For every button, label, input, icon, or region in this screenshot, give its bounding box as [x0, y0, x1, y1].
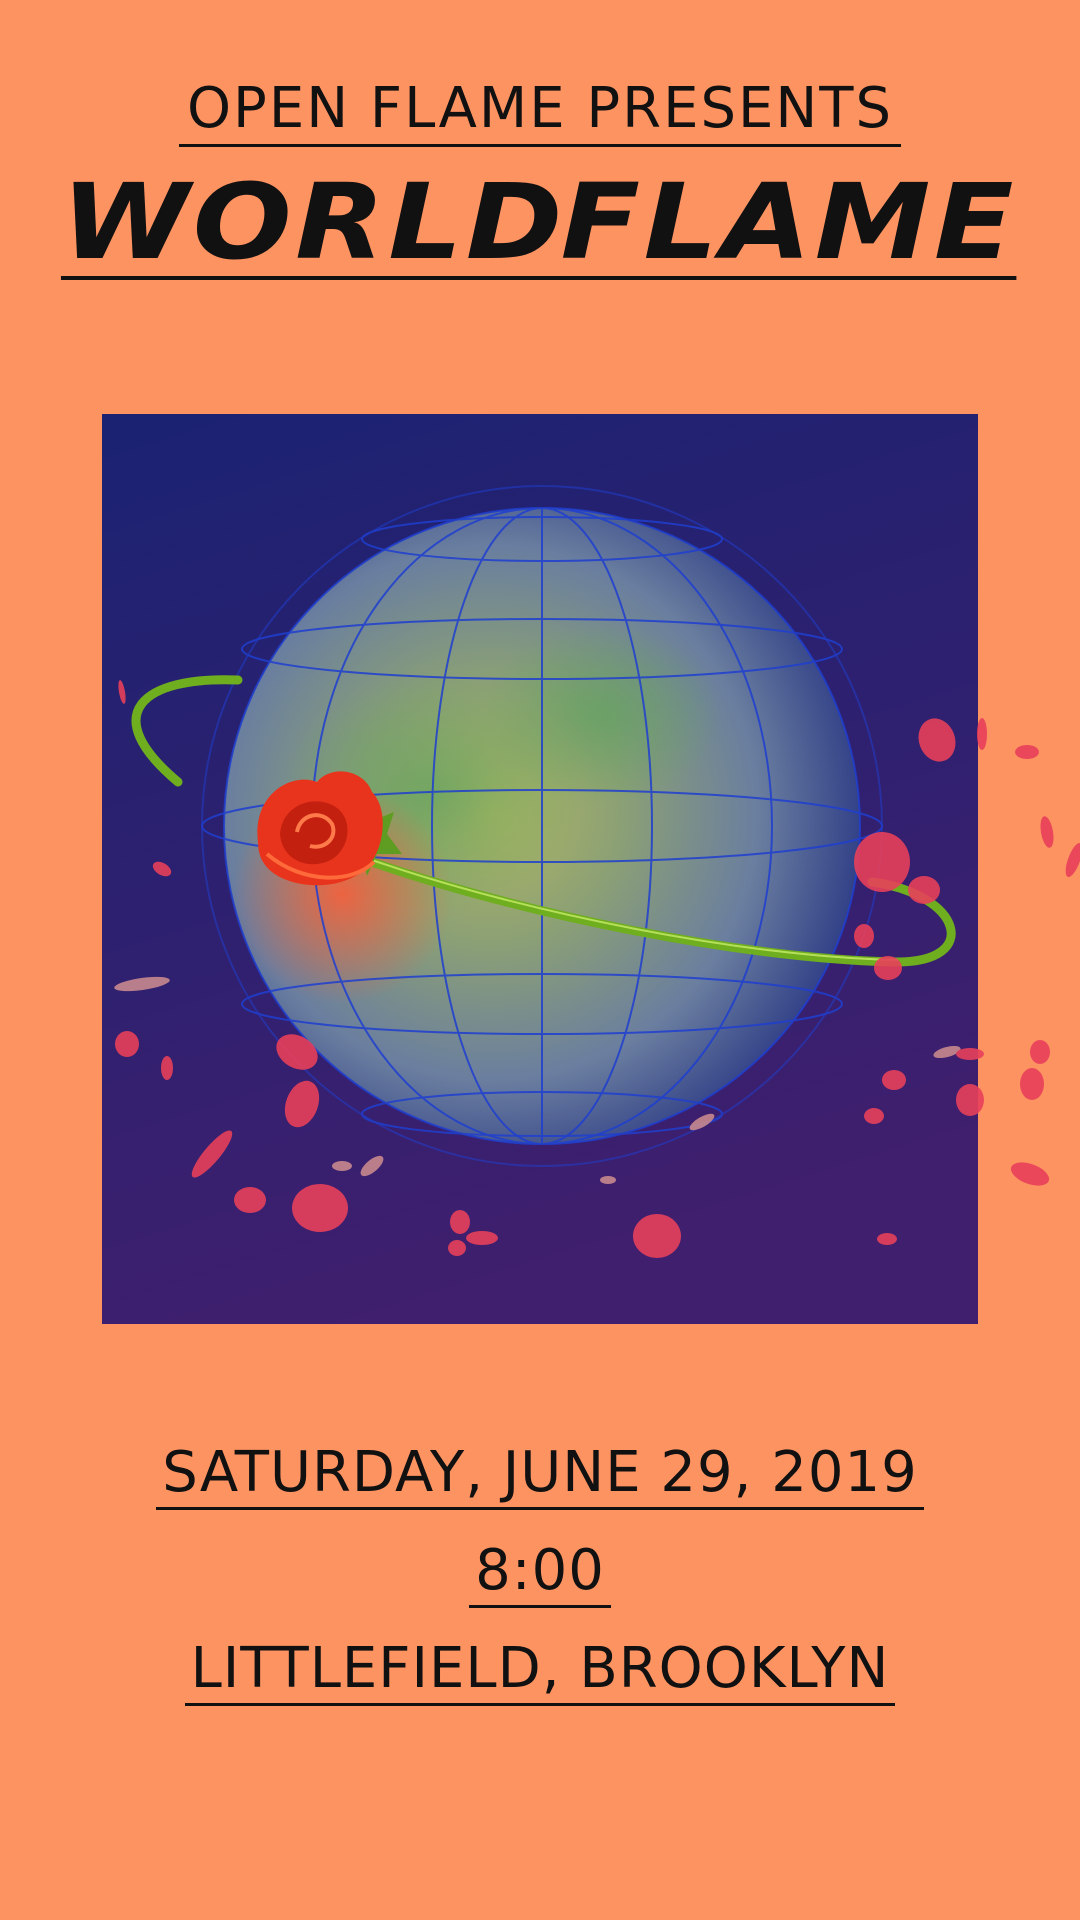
globe-icon: [201, 485, 883, 1167]
event-venue: LITTLEFIELD, BROOKLYN: [0, 1637, 1080, 1706]
event-time-text: 8:00: [469, 1539, 611, 1608]
event-title: WORLD FLAME: [0, 170, 1080, 280]
title-word-world: WORLD: [60, 161, 566, 283]
rose-icon: [257, 771, 402, 886]
event-venue-text: LITTLEFIELD, BROOKLYN: [184, 1637, 896, 1706]
event-time: 8:00: [0, 1539, 1080, 1608]
presenter-text: OPEN FLAME PRESENTS: [178, 78, 902, 147]
title-word-flame: FLAME: [560, 161, 1017, 283]
event-date-text: SATURDAY, JUNE 29, 2019: [156, 1441, 924, 1510]
event-date: SATURDAY, JUNE 29, 2019: [0, 1441, 1080, 1510]
stem: [131, 675, 956, 967]
rose-petals: [114, 680, 1080, 1258]
presenter-line: OPEN FLAME PRESENTS: [0, 78, 1080, 147]
artwork: [102, 414, 1080, 1324]
